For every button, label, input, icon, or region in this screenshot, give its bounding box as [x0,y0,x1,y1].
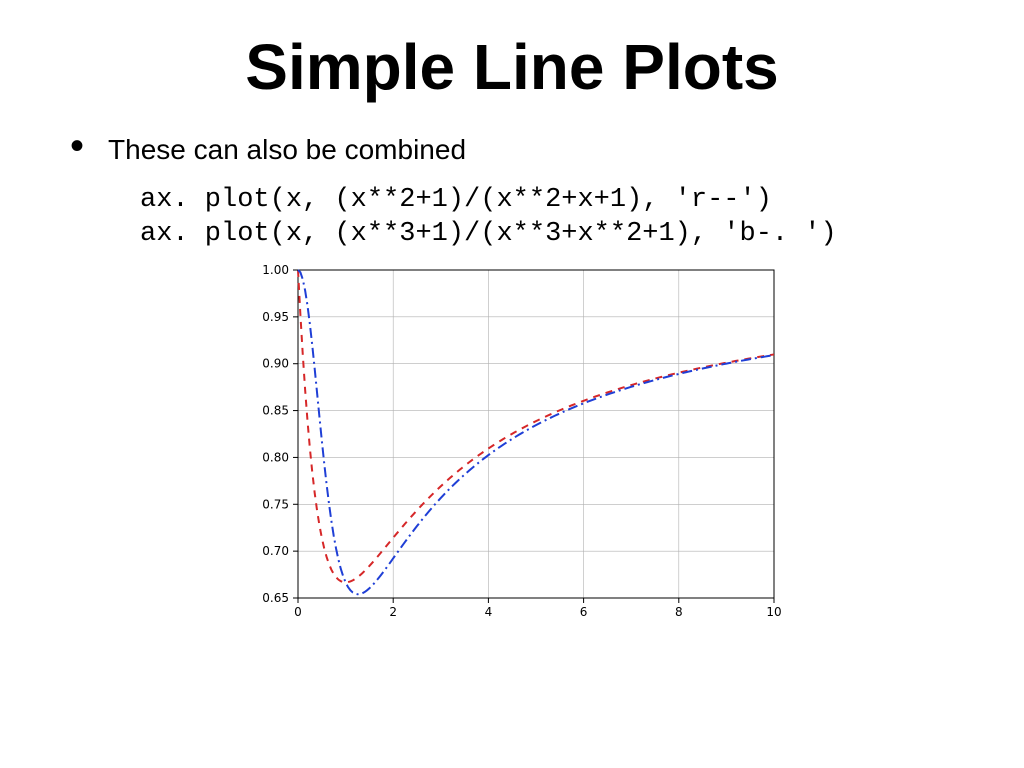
x-tick-label: 0 [294,605,302,619]
x-tick-label: 6 [580,605,588,619]
y-tick-label: 0.70 [262,544,289,558]
y-tick-label: 0.95 [262,309,289,323]
chart-container: 0 2 4 6 8 10 0.65 0.70 0.75 0.80 0.85 0.90 0.95 1.00 [60,258,964,628]
code-line: ax. plot(x, (x**3+1)/(x**3+x**2+1), 'b-.… [140,219,837,249]
page-title: Simple Line Plots [60,30,964,104]
y-tick-label: 1.00 [262,263,289,277]
line-chart: 0 2 4 6 8 10 0.65 0.70 0.75 0.80 0.85 0.90 0.95 1.00 [232,258,792,628]
code-line: ax. plot(x, (x**2+1)/(x**2+x+1), 'r--') [140,185,772,215]
bullet-dot: • [70,134,84,158]
y-tick-label: 0.90 [262,356,289,370]
bullet-text: These can also be combined [108,134,466,166]
slide: Simple Line Plots • These can also be co… [0,0,1024,768]
x-tick-label: 4 [485,605,493,619]
x-tick-label: 10 [766,605,781,619]
x-tick-label: 8 [675,605,683,619]
bullet-row: • These can also be combined [70,134,964,166]
code-block: ax. plot(x, (x**2+1)/(x**2+x+1), 'r--') … [140,184,964,252]
y-tick-label: 0.85 [262,403,289,417]
x-tick-label: 2 [389,605,397,619]
y-tick-label: 0.80 [262,450,289,464]
y-tick-label: 0.75 [262,497,289,511]
y-tick-label: 0.65 [262,591,289,605]
